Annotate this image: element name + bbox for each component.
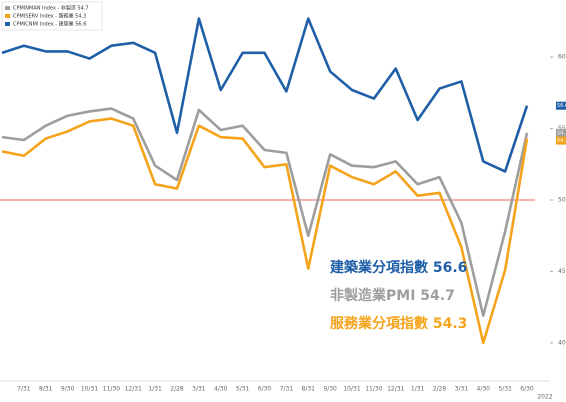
x-tick-label: 1/31 <box>411 386 425 393</box>
legend-swatch <box>5 6 10 10</box>
legend-label: CPMICNMI Index - 建築業 56.6 <box>13 21 86 28</box>
x-tick-label: 12/31 <box>387 386 404 393</box>
x-tick-label: 5/31 <box>236 386 250 393</box>
x-tick-label: 6/30 <box>258 386 272 393</box>
x-tick-label: 10/31 <box>343 386 360 393</box>
legend-swatch <box>5 22 10 26</box>
value-flag <box>556 101 566 110</box>
legend-label: CPMINMAN Index - 非製造 54.7 <box>13 5 89 12</box>
x-tick-label: 9/30 <box>323 386 337 393</box>
year-label: 2022 <box>537 394 552 401</box>
series-line <box>1 107 529 318</box>
x-tick-label: 2/28 <box>170 386 184 393</box>
y-tick-label: 55 <box>558 125 566 132</box>
y-tick-label: 40 <box>558 339 566 346</box>
x-tick-label: 11/30 <box>365 386 382 393</box>
series-annotation: 建築業分項指數 56.6 <box>330 259 467 276</box>
x-tick-label: 8/31 <box>39 386 53 393</box>
legend-label: CPMISERV Index - 服務業 54.3 <box>13 13 86 20</box>
series-annotation: 非製造業PMI 54.7 <box>330 287 455 304</box>
value-flag-label: 56.6 <box>557 103 566 109</box>
y-tick-label: 60 <box>558 54 566 61</box>
x-tick-label: 6/30 <box>520 386 534 393</box>
x-tick-label: 9/30 <box>61 386 75 393</box>
value-flag <box>556 128 566 137</box>
x-tick-label: 5/31 <box>498 386 512 393</box>
y-tick-label: 45 <box>558 268 566 275</box>
x-tick-label: 12/31 <box>125 386 142 393</box>
x-tick-label: 1/31 <box>148 386 162 393</box>
x-tick-label: 8/31 <box>302 386 316 393</box>
x-tick-label: 3/31 <box>192 386 206 393</box>
x-tick-label: 10/31 <box>81 386 98 393</box>
x-tick-label: 7/31 <box>280 386 294 393</box>
series-annotation: 服務業分項指數 54.3 <box>330 315 467 332</box>
x-tick-label: 4/30 <box>477 386 491 393</box>
series-line <box>1 17 529 173</box>
x-tick-label: 11/30 <box>103 386 120 393</box>
series-line <box>1 117 529 345</box>
value-flag <box>556 136 566 145</box>
x-tick-label: 2/28 <box>433 386 447 393</box>
y-tick-label: 50 <box>558 197 566 204</box>
x-tick-label: 3/31 <box>455 386 469 393</box>
legend-swatch <box>5 14 10 18</box>
value-flag-label: 54.7 <box>557 130 566 136</box>
x-tick-label: 4/30 <box>214 386 228 393</box>
value-flag-label: 54.3 <box>557 138 566 144</box>
legend-box <box>1 1 103 31</box>
x-tick-label: 7/31 <box>17 386 31 393</box>
